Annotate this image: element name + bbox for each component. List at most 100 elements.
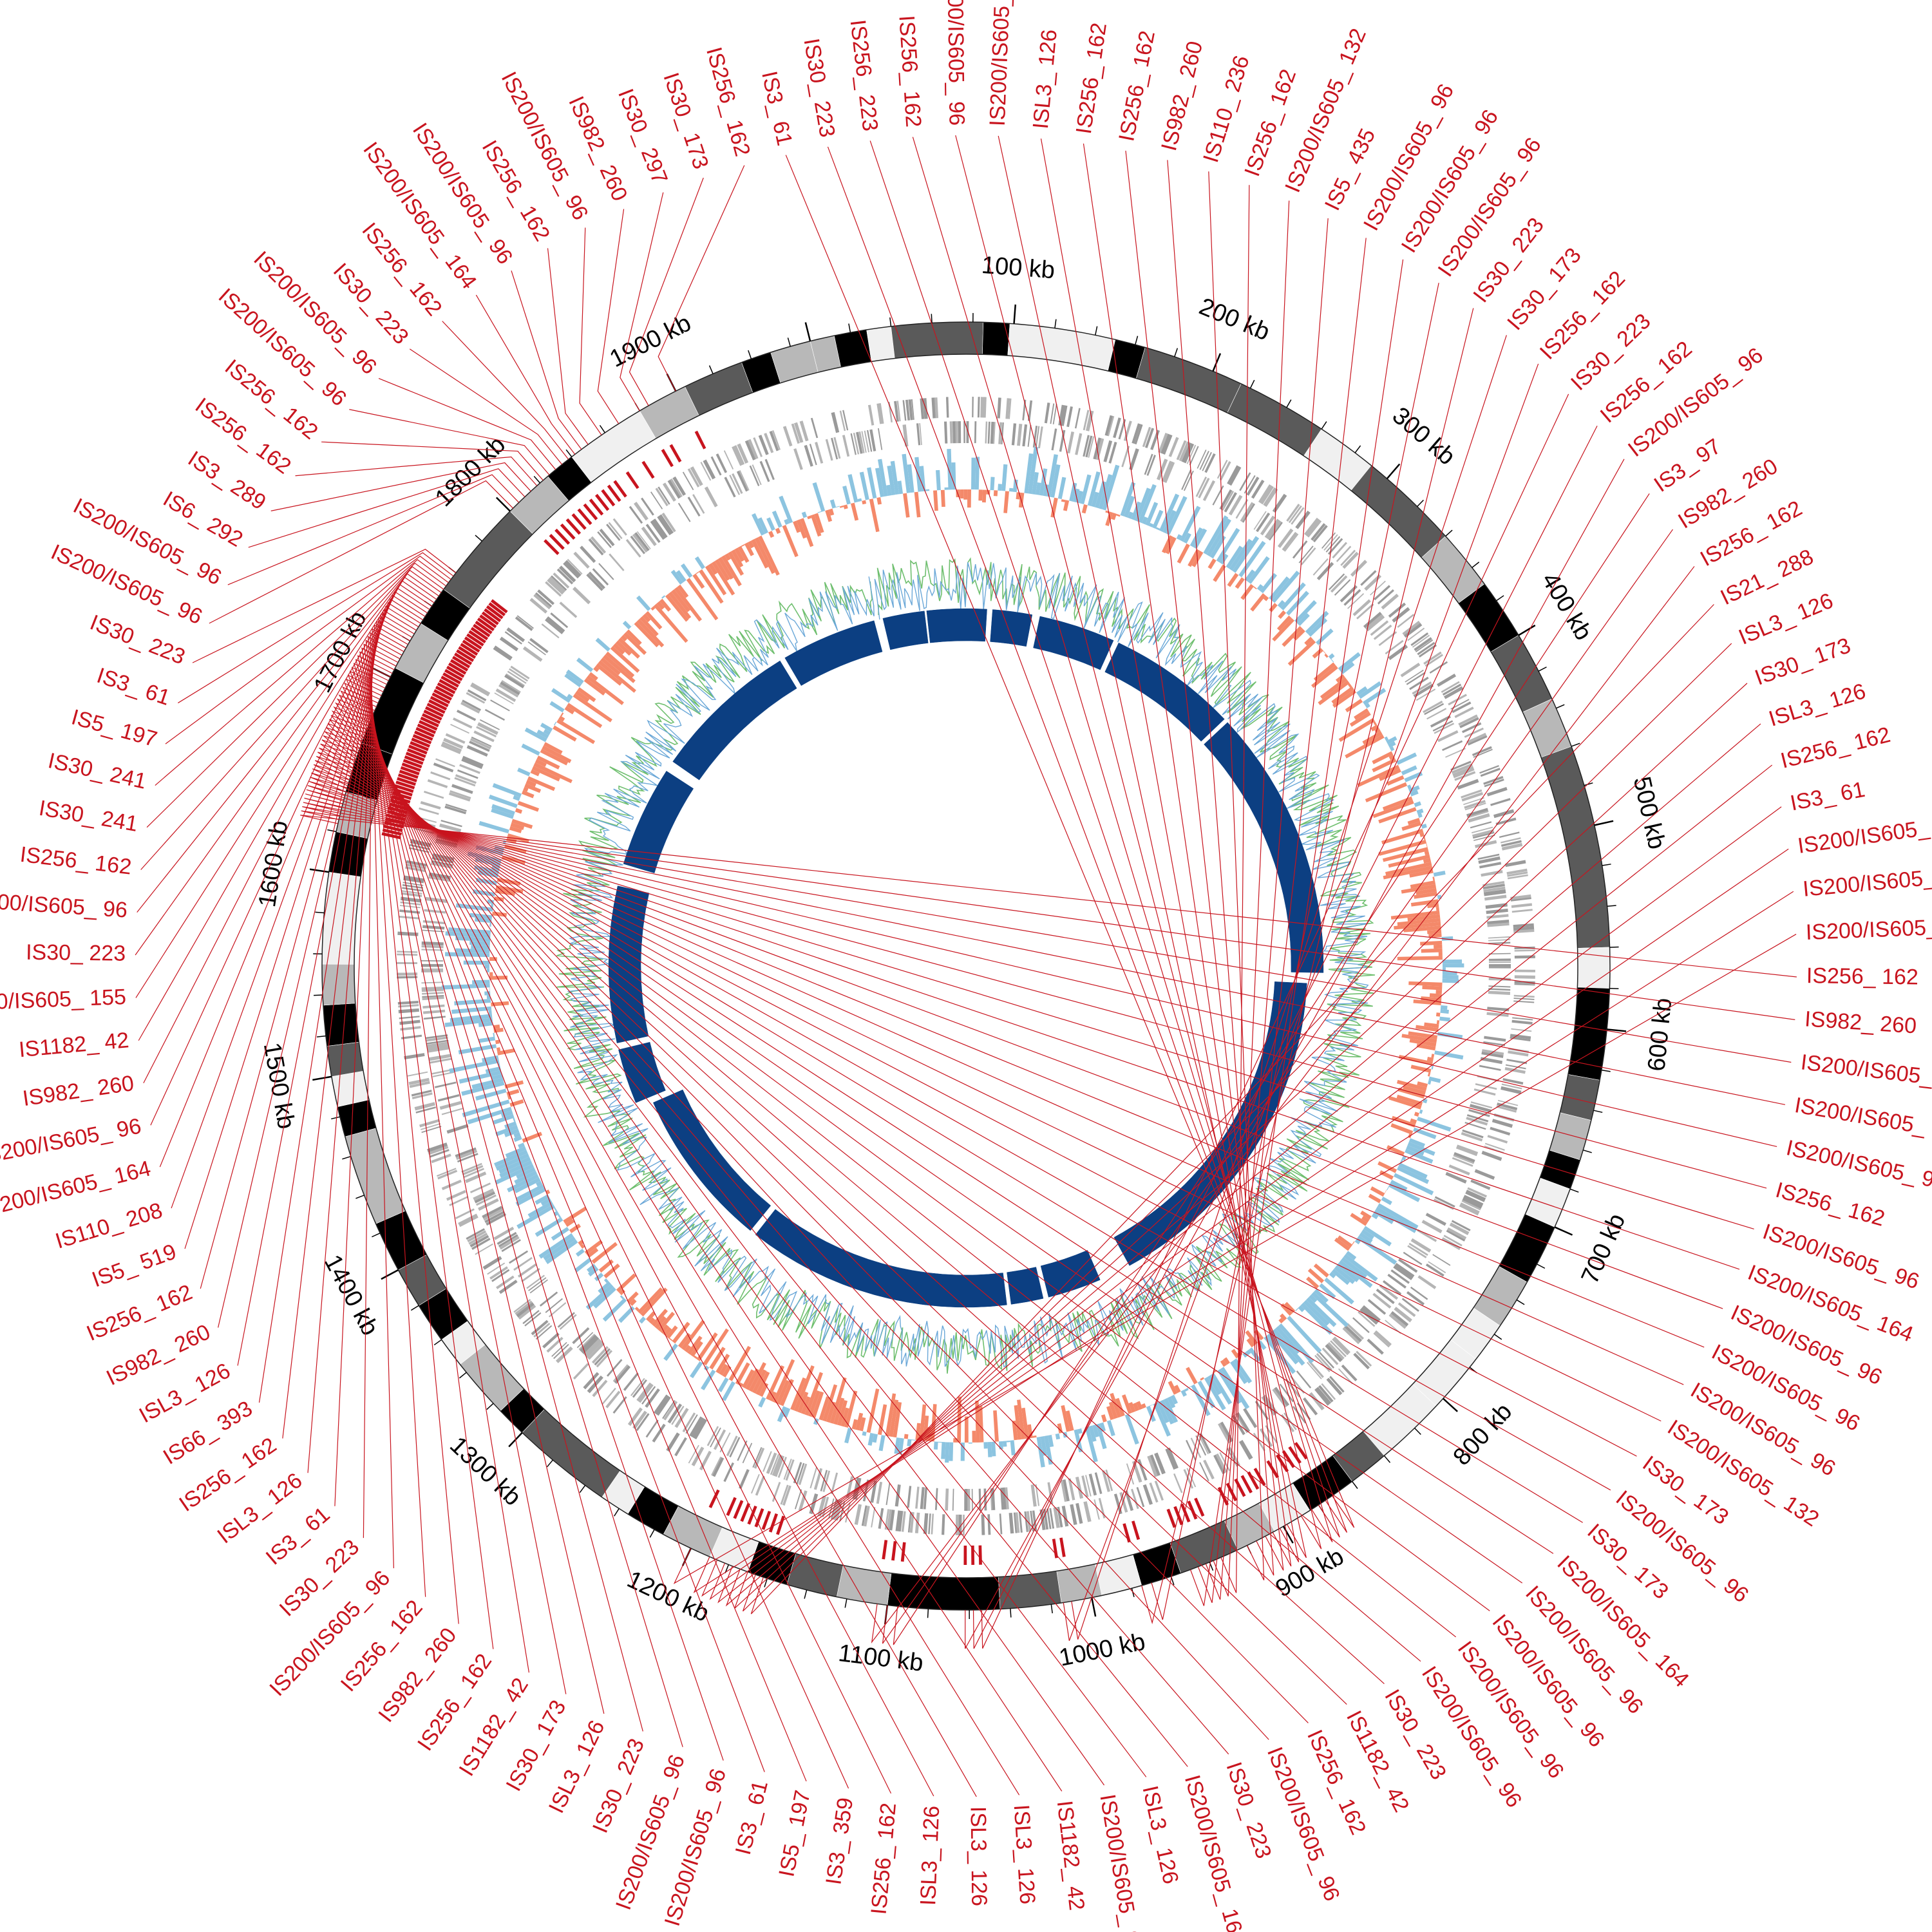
scale-tick	[804, 322, 811, 342]
gene-block	[1488, 977, 1511, 981]
gene-block	[780, 1484, 789, 1505]
gc-skew-bar	[1397, 1166, 1430, 1184]
gc-skew-bar	[536, 755, 560, 770]
gc-skew-bar	[1157, 1401, 1170, 1423]
gc-skew-bar	[671, 589, 690, 612]
gc-skew-bar	[451, 1006, 492, 1014]
gene-block	[923, 1487, 927, 1510]
gc-skew-bar	[1211, 1372, 1233, 1405]
gene-block	[398, 1008, 419, 1014]
gene-block	[555, 1346, 573, 1363]
gene-block	[846, 1476, 854, 1499]
gene-block	[547, 578, 564, 595]
gene-block	[397, 931, 419, 936]
gene-block	[559, 1314, 577, 1331]
gene-block	[426, 1034, 448, 1039]
gc-skew-bar	[622, 620, 632, 630]
gene-block	[1452, 701, 1472, 714]
gc-skew-bar	[731, 549, 744, 567]
gene-block	[902, 424, 909, 447]
gene-block	[402, 882, 424, 886]
gene-block	[1218, 1423, 1231, 1444]
gene-block	[1506, 868, 1528, 875]
gc-skew-bar	[728, 551, 744, 576]
gene-block	[726, 1435, 738, 1457]
gc-skew-bar	[719, 1363, 728, 1376]
is-mark	[726, 1497, 737, 1517]
is-mark	[577, 508, 592, 526]
gc-skew-bar	[1039, 468, 1048, 496]
gene-block	[1341, 1364, 1358, 1381]
scale-tick	[1417, 499, 1424, 507]
gc-skew-bar	[1148, 522, 1154, 527]
gene-block	[632, 1379, 647, 1398]
gc-skew-bar	[862, 500, 867, 505]
gc-skew-bar	[1370, 724, 1379, 732]
gene-block	[1181, 469, 1192, 490]
scale-tick	[1386, 463, 1401, 480]
gene-block	[1370, 580, 1386, 596]
gene-block	[535, 1325, 553, 1340]
gene-block	[1326, 1378, 1343, 1396]
gene-block	[858, 431, 865, 453]
gene-block	[1220, 1421, 1234, 1443]
gene-block	[687, 497, 701, 517]
gc-skew-bar	[588, 1266, 599, 1277]
gc-skew-bar	[772, 1359, 795, 1403]
gene-block	[490, 699, 510, 712]
scale-tick	[1352, 1481, 1358, 1489]
gene-block	[1167, 1447, 1179, 1469]
gc-skew-bar	[887, 465, 896, 496]
gc-skew-bar	[693, 1355, 698, 1359]
gene-block	[606, 524, 621, 541]
scale-tick	[316, 1035, 326, 1037]
is-label: IS5_ 519	[89, 1239, 180, 1292]
gene-block	[1330, 1340, 1347, 1358]
gc-skew-bar	[1414, 801, 1421, 808]
gene-block	[1142, 426, 1151, 448]
gene-block	[545, 581, 562, 597]
gc-skew-bar	[1272, 618, 1294, 642]
is-mark	[1059, 1537, 1066, 1557]
gene-block	[1144, 428, 1155, 448]
gene-block	[1428, 1261, 1446, 1274]
gc-skew-bar	[1414, 891, 1437, 899]
gc-skew-bar	[1385, 862, 1432, 876]
gene-block	[1502, 1078, 1524, 1085]
gc-skew-bar	[971, 457, 976, 490]
gene-block	[1418, 644, 1437, 658]
gene-block	[1514, 969, 1535, 972]
gene-block	[974, 421, 977, 444]
gc-skew-bar	[1427, 1080, 1432, 1085]
gc-skew-bar	[1338, 717, 1375, 742]
gc-skew-bar	[625, 629, 642, 645]
scale-tick	[355, 1195, 365, 1199]
gene-block	[1022, 399, 1027, 421]
gene-block	[987, 1514, 991, 1535]
gene-block	[842, 410, 849, 431]
gc-skew-bar	[714, 559, 730, 581]
ideogram-block	[321, 963, 356, 1006]
gc-skew-bar	[993, 490, 998, 497]
gc-skew-bar	[576, 658, 594, 672]
gene-block	[1269, 522, 1283, 541]
gene-block	[1430, 715, 1451, 728]
gc-skew-bar	[734, 547, 745, 562]
gc-skew-bar	[978, 489, 983, 501]
gc-skew-bar	[478, 1036, 496, 1043]
gene-block	[1495, 817, 1517, 826]
gene-block	[1244, 475, 1256, 494]
gc-skew-bar	[659, 598, 672, 612]
gene-block	[1146, 455, 1156, 476]
is-connector	[693, 891, 1794, 1593]
gc-skew-bar	[615, 640, 632, 656]
gc-skew-bar	[1421, 823, 1427, 829]
gc-skew-bar	[1200, 1377, 1204, 1381]
gc-skew-bar	[842, 486, 851, 505]
gene-block	[1352, 599, 1371, 616]
gene-block	[1434, 723, 1455, 734]
is-connector	[227, 474, 520, 585]
gc-skew-bar	[1334, 1265, 1356, 1284]
is-connector	[743, 643, 1732, 1612]
